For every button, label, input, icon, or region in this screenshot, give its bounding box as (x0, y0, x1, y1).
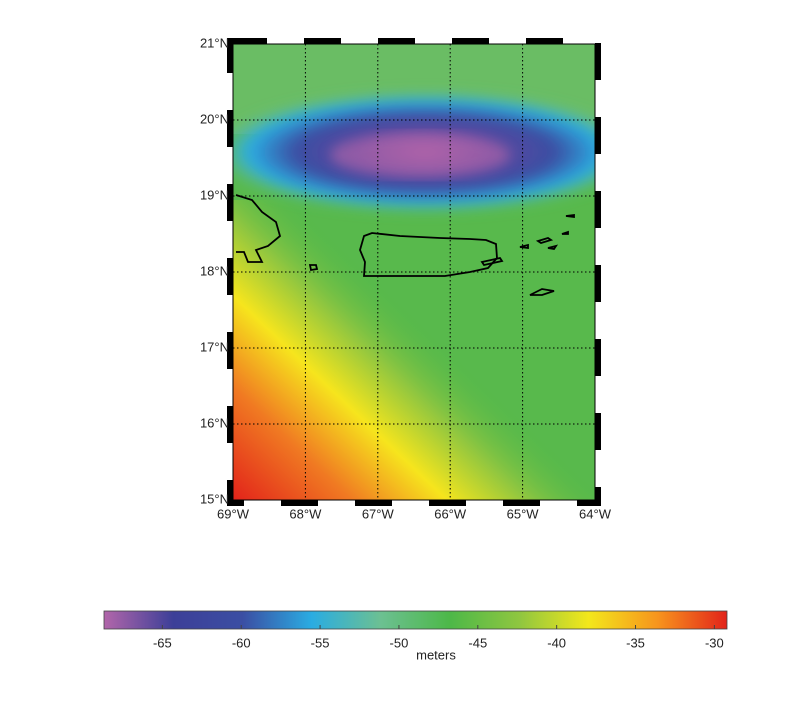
colorbar-tick-label: -45 (468, 635, 487, 650)
coastlines (235, 194, 575, 296)
lat-tick-label: 21°N (200, 35, 229, 50)
lat-tick-label: 20°N (200, 111, 229, 126)
colorbar (103, 610, 728, 630)
colorbar-tick-label: -60 (232, 635, 251, 650)
lon-tick-label: 65°W (507, 506, 540, 521)
lon-tick-label: 69°W (217, 506, 250, 521)
colorbar-tick-label: -55 (311, 635, 330, 650)
lon-tick-label: 64°W (579, 506, 612, 521)
colorbar-tick-label: -35 (626, 635, 645, 650)
colorbar-label: meters (416, 647, 456, 662)
colorbar-tick-label: -30 (705, 635, 724, 650)
colorbar-tick-label: -50 (390, 635, 409, 650)
lat-tick-label: 16°N (200, 415, 229, 430)
colorbar-tick-label: -65 (153, 635, 172, 650)
colorbar-tick-label: -40 (547, 635, 566, 650)
lon-tick-label: 66°W (434, 506, 467, 521)
map-frame (227, 38, 601, 506)
lat-tick-label: 18°N (200, 263, 229, 278)
lon-tick-label: 68°W (289, 506, 322, 521)
lat-tick-label: 19°N (200, 187, 229, 202)
lat-tick-label: 17°N (200, 339, 229, 354)
lat-tick-label: 15°N (200, 491, 229, 506)
lon-tick-label: 67°W (362, 506, 395, 521)
